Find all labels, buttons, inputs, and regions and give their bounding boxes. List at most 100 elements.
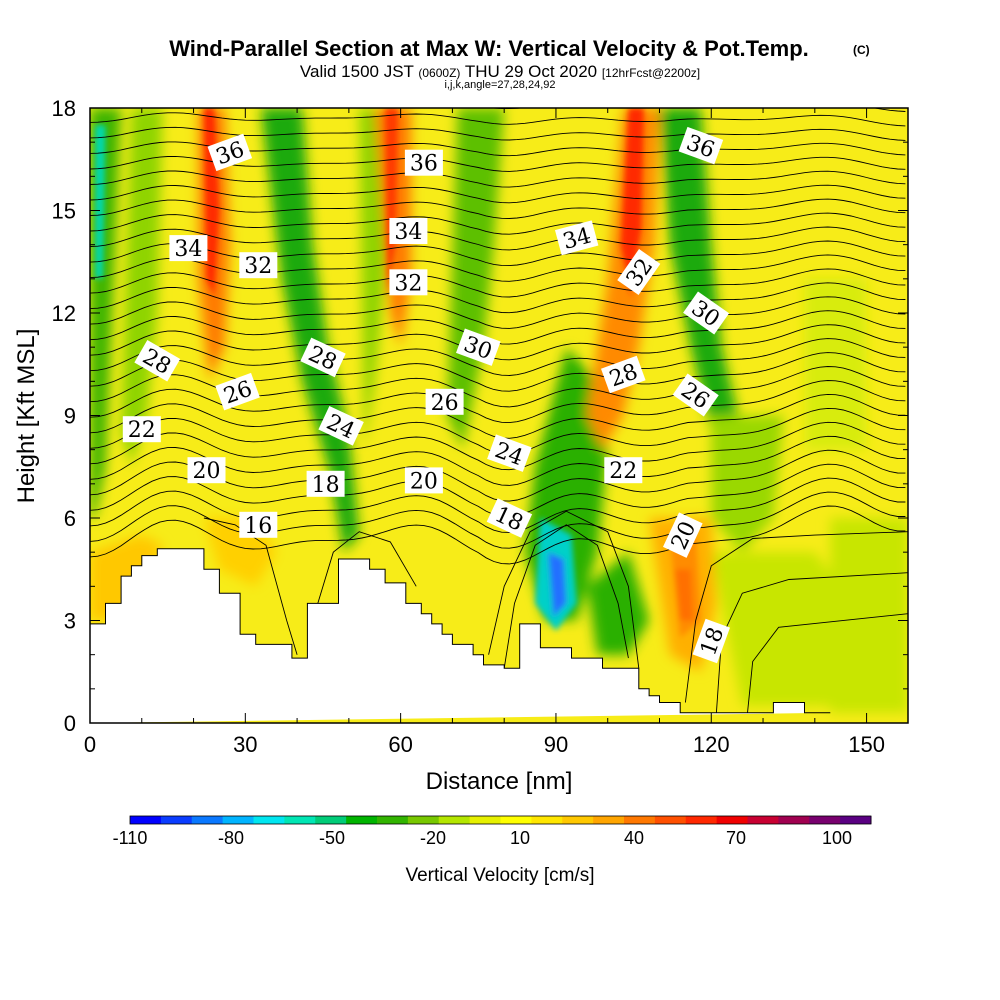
isentrope-line: [90, 338, 906, 376]
isentrope-line: [488, 510, 640, 669]
colorbar-swatch: [469, 816, 502, 824]
isentrope-line: [90, 240, 906, 267]
contour-label-box: [389, 218, 428, 244]
contour-label: 36: [678, 126, 724, 165]
colorbar-swatch: [284, 816, 316, 824]
isentrope-line: [90, 296, 906, 329]
contour-label-box: [554, 220, 599, 256]
contour-labels: 3634322826222016282418363432302620241834…: [122, 126, 731, 664]
subtitle-date: THU 29 Oct 2020: [465, 62, 597, 81]
contour-label-text: 32: [394, 271, 422, 296]
contour-label-box: [672, 373, 719, 417]
x-tick-label: 30: [233, 732, 257, 757]
contour-label-box: [455, 328, 501, 366]
terrain: [90, 548, 831, 723]
x-axis-title: Distance [nm]: [426, 768, 573, 795]
isentrope-line: [317, 531, 417, 604]
isentrope-line: [90, 491, 906, 549]
plot-area: 3634322826222016282418363432302620241834…: [90, 108, 908, 723]
velocity-band: [659, 108, 743, 450]
colorbar-swatch: [624, 816, 656, 824]
x-axis: 0 30 60 90 120 150: [84, 108, 885, 757]
colorbar-swatch: [160, 816, 193, 824]
contour-label-text: 26: [431, 391, 459, 416]
isentrope-line: [90, 505, 906, 565]
y-tick-label: 3: [64, 609, 76, 634]
colorbar-swatch: [531, 816, 563, 824]
y-tick-label: 15: [52, 199, 76, 224]
contour-label-box: [134, 340, 181, 382]
isentrope-line: [90, 126, 906, 141]
velocity-band: [804, 278, 867, 450]
colorbar-swatch: [778, 816, 810, 824]
isentrope-line: [90, 268, 906, 298]
contour-label: 20: [187, 457, 226, 484]
subtitle-valid: Valid 1500 JST: [300, 62, 414, 81]
isentrope-line: [684, 531, 908, 703]
contour-label: 26: [215, 372, 260, 411]
contour-label: 34: [169, 235, 208, 262]
contour-label-text: 34: [394, 220, 422, 245]
copyright-mark: (C): [853, 43, 870, 57]
contour-label-box: [306, 470, 345, 497]
y-tick-label: 9: [64, 404, 76, 429]
contour-label: 16: [239, 511, 278, 539]
contour-label-box: [404, 149, 443, 176]
x-tick-label: 90: [544, 732, 568, 757]
y-tick-label: 18: [52, 96, 76, 121]
colorbar-swatch: [716, 816, 749, 824]
contour-label-text: 16: [244, 514, 272, 539]
velocity-band: [620, 108, 644, 296]
colorbar-swatch: [346, 816, 378, 824]
isentrope-line: [90, 112, 906, 127]
colorbar-tick-label: -110: [113, 828, 148, 848]
x-tick-label: 120: [693, 732, 730, 757]
contour-label-box: [683, 291, 730, 335]
contour-label-box: [239, 511, 278, 538]
colorbar-tick-label: -50: [319, 828, 345, 848]
contour-label-text: 34: [174, 237, 202, 262]
contour-label-box: [207, 133, 253, 172]
colorbar-title: Vertical Velocity [cm/s]: [405, 865, 594, 886]
contour-label-text: 36: [410, 152, 438, 177]
colorbar-swatch: [747, 816, 779, 824]
y-axis-title: Height [Kft MSL]: [13, 329, 40, 504]
contour-label: 26: [425, 388, 464, 416]
velocity-band: [675, 569, 694, 621]
y-tick-label: 0: [64, 711, 76, 736]
contour-label-box: [239, 252, 278, 279]
isentrope-line: [90, 282, 906, 314]
y-tick-label: 6: [64, 506, 76, 531]
contour-label: 18: [306, 470, 345, 498]
colorbar-swatch: [685, 816, 718, 824]
contour-label: 34: [389, 218, 428, 245]
contour-label: 22: [122, 416, 161, 443]
velocity-band: [548, 552, 567, 618]
subtitle-utc: (0600Z): [418, 66, 460, 80]
isentrope-line: [747, 613, 908, 713]
colorbar-swatch: [809, 816, 841, 824]
contour-label-box: [300, 337, 346, 378]
contour-label: 36: [404, 149, 443, 177]
isentrope-line: [90, 421, 906, 471]
colorbar-swatch: [500, 816, 532, 824]
colorbar-swatch: [407, 816, 440, 824]
colorbar-swatch: [130, 816, 162, 824]
contour-label-text: 22: [609, 459, 637, 484]
contour-label-text: 22: [128, 418, 156, 443]
colorbar-tick-label: -20: [420, 828, 446, 848]
chart-subtitle: Valid 1500 JST (0600Z) THU 29 Oct 2020 […: [300, 62, 700, 81]
x-tick-label: 150: [848, 732, 885, 757]
isentrope-line: [90, 198, 906, 219]
contour-label: 22: [604, 457, 643, 484]
isentrope-line: [90, 226, 906, 251]
contour-label-box: [617, 248, 661, 296]
x-tick-label: 60: [388, 732, 412, 757]
contour-label-box: [604, 457, 643, 484]
contour-label-box: [187, 457, 226, 484]
isentrope-line: [90, 477, 906, 533]
isentrope-line: [90, 324, 906, 361]
contour-label-box: [318, 405, 364, 446]
subtitle-forecast: [12hrFcst@2200z]: [602, 66, 700, 80]
